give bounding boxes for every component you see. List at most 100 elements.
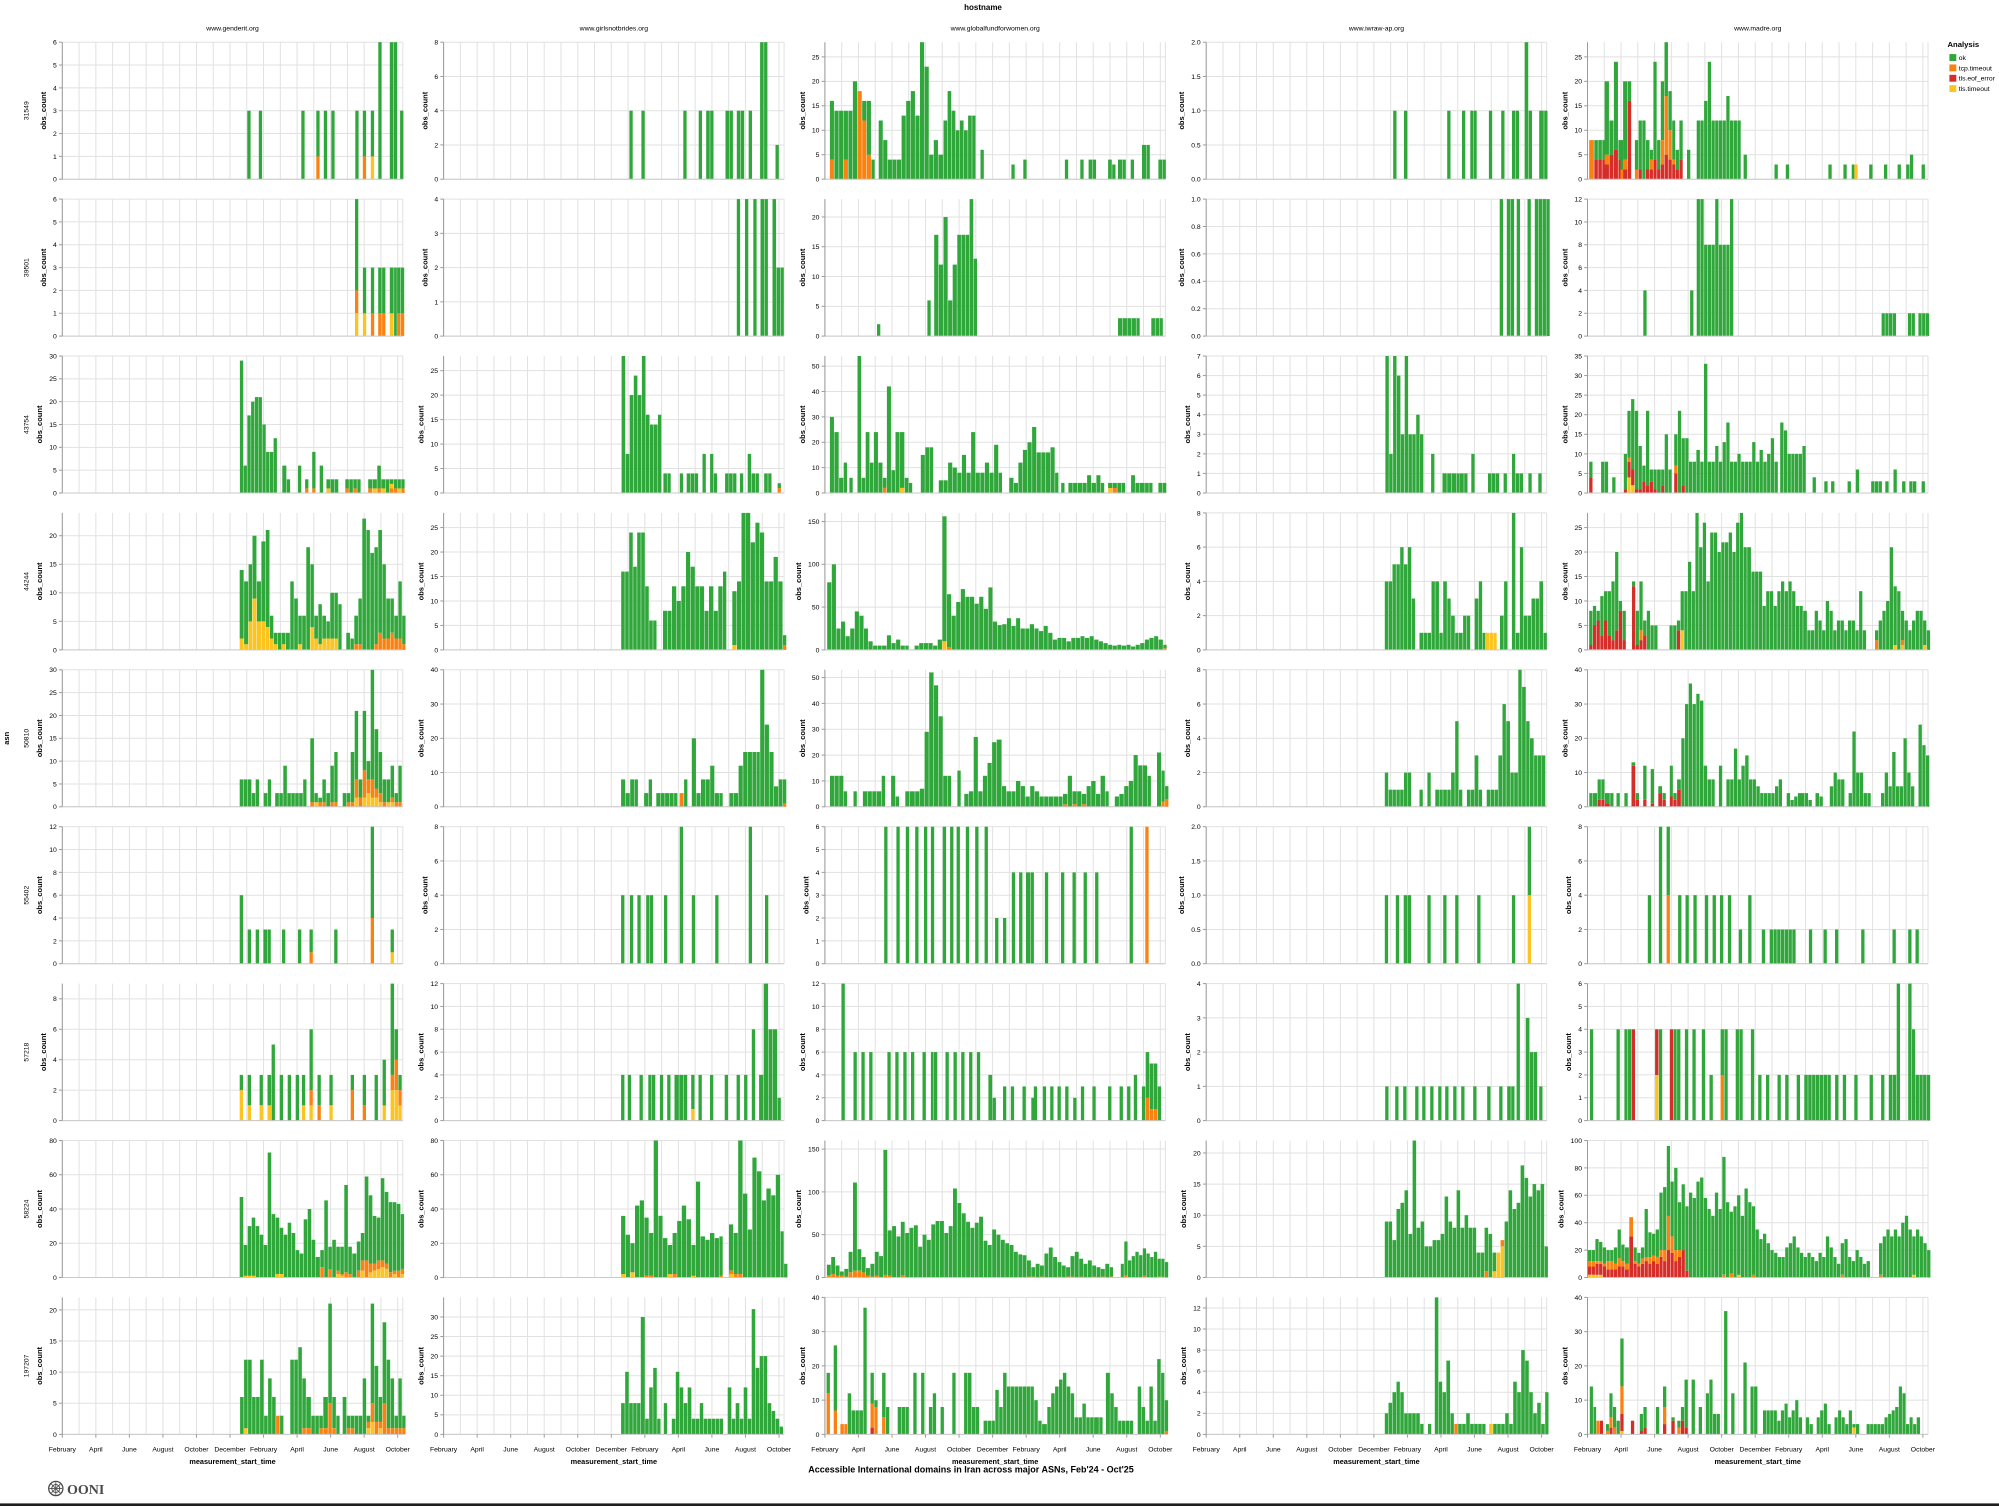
svg-text:obs_count: obs_count bbox=[417, 1190, 426, 1228]
svg-text:20: 20 bbox=[812, 214, 820, 221]
svg-text:5: 5 bbox=[53, 1401, 57, 1408]
svg-text:20: 20 bbox=[431, 549, 439, 556]
svg-text:8: 8 bbox=[1197, 510, 1201, 517]
svg-text:measurement_start_time: measurement_start_time bbox=[952, 1457, 1038, 1466]
svg-text:4: 4 bbox=[53, 1057, 57, 1064]
svg-text:10: 10 bbox=[812, 128, 820, 135]
svg-text:www.genderit.org: www.genderit.org bbox=[205, 26, 259, 33]
svg-text:April: April bbox=[1233, 1447, 1247, 1454]
svg-text:0: 0 bbox=[434, 1118, 438, 1125]
svg-text:10: 10 bbox=[431, 598, 439, 605]
svg-text:www.iwraw-ap.org: www.iwraw-ap.org bbox=[1348, 26, 1404, 33]
svg-text:June: June bbox=[885, 1447, 900, 1454]
svg-text:0: 0 bbox=[1578, 1275, 1582, 1282]
svg-text:10: 10 bbox=[812, 1398, 820, 1405]
svg-text:obs_count: obs_count bbox=[798, 1346, 807, 1384]
svg-text:6: 6 bbox=[1197, 1369, 1201, 1376]
svg-text:obs_count: obs_count bbox=[1560, 1346, 1569, 1384]
svg-text:obs_count: obs_count bbox=[798, 1033, 807, 1071]
svg-text:February: February bbox=[811, 1447, 839, 1454]
svg-text:100: 100 bbox=[808, 562, 820, 569]
svg-text:obs_count: obs_count bbox=[794, 562, 803, 600]
svg-text:20: 20 bbox=[1574, 549, 1582, 556]
svg-text:10: 10 bbox=[1574, 1398, 1582, 1405]
svg-text:February: February bbox=[1775, 1447, 1803, 1454]
svg-text:3: 3 bbox=[434, 231, 438, 238]
svg-text:4: 4 bbox=[816, 870, 820, 877]
svg-text:obs_count: obs_count bbox=[1560, 405, 1569, 443]
svg-text:0: 0 bbox=[53, 961, 57, 968]
svg-text:April: April bbox=[1614, 1447, 1628, 1454]
svg-text:5: 5 bbox=[1578, 623, 1582, 630]
svg-text:10: 10 bbox=[1193, 1213, 1201, 1220]
svg-text:20: 20 bbox=[431, 393, 439, 400]
svg-text:197207: 197207 bbox=[24, 1354, 31, 1377]
svg-text:10: 10 bbox=[1574, 219, 1582, 226]
svg-text:35: 35 bbox=[1574, 353, 1582, 360]
svg-text:30: 30 bbox=[1574, 373, 1582, 380]
svg-text:June: June bbox=[1266, 1447, 1281, 1454]
svg-text:50: 50 bbox=[812, 604, 820, 611]
svg-text:2: 2 bbox=[1578, 311, 1582, 318]
svg-text:10: 10 bbox=[812, 465, 820, 472]
svg-text:55402: 55402 bbox=[24, 886, 31, 905]
svg-text:obs_count: obs_count bbox=[417, 1033, 426, 1071]
svg-text:1: 1 bbox=[1197, 471, 1201, 478]
svg-text:2: 2 bbox=[434, 265, 438, 272]
svg-text:20: 20 bbox=[1574, 736, 1582, 743]
svg-text:October: October bbox=[184, 1447, 209, 1454]
svg-text:4: 4 bbox=[53, 242, 57, 249]
svg-text:5: 5 bbox=[1197, 393, 1201, 400]
svg-text:measurement_start_time: measurement_start_time bbox=[1715, 1457, 1801, 1466]
svg-text:20: 20 bbox=[812, 79, 820, 86]
svg-text:5: 5 bbox=[434, 466, 438, 473]
svg-text:obs_count: obs_count bbox=[35, 876, 44, 914]
svg-text:0: 0 bbox=[53, 490, 57, 497]
svg-text:5: 5 bbox=[1578, 152, 1582, 159]
svg-text:6: 6 bbox=[53, 197, 57, 204]
svg-text:50810: 50810 bbox=[24, 729, 31, 748]
svg-text:measurement_start_time: measurement_start_time bbox=[571, 1457, 657, 1466]
svg-text:1.5: 1.5 bbox=[1191, 74, 1201, 81]
svg-text:obs_count: obs_count bbox=[39, 91, 48, 129]
svg-text:31549: 31549 bbox=[24, 101, 31, 120]
svg-text:8: 8 bbox=[816, 1027, 820, 1034]
svg-text:15: 15 bbox=[1574, 432, 1582, 439]
svg-text:2: 2 bbox=[53, 1088, 57, 1095]
svg-text:0: 0 bbox=[1197, 1275, 1201, 1282]
svg-text:15: 15 bbox=[812, 103, 820, 110]
svg-text:3: 3 bbox=[816, 893, 820, 900]
svg-text:0: 0 bbox=[1197, 804, 1201, 811]
svg-text:25: 25 bbox=[1574, 525, 1582, 532]
svg-text:1: 1 bbox=[53, 154, 57, 161]
svg-text:5: 5 bbox=[53, 62, 57, 69]
svg-text:40: 40 bbox=[1574, 1295, 1582, 1302]
svg-text:April: April bbox=[1053, 1447, 1067, 1454]
svg-text:5: 5 bbox=[1197, 1244, 1201, 1251]
svg-text:12: 12 bbox=[812, 981, 820, 988]
svg-text:4: 4 bbox=[1197, 412, 1201, 419]
svg-text:2: 2 bbox=[53, 131, 57, 138]
svg-text:4: 4 bbox=[53, 915, 57, 922]
svg-text:obs_count: obs_count bbox=[798, 405, 807, 443]
svg-text:0: 0 bbox=[816, 804, 820, 811]
svg-text:12: 12 bbox=[431, 981, 439, 988]
svg-text:100: 100 bbox=[808, 1189, 820, 1196]
svg-text:measurement_start_time: measurement_start_time bbox=[1333, 1457, 1419, 1466]
svg-text:57218: 57218 bbox=[24, 1042, 31, 1061]
svg-text:30: 30 bbox=[49, 353, 57, 360]
svg-text:6: 6 bbox=[53, 1027, 57, 1034]
svg-text:25: 25 bbox=[49, 690, 57, 697]
svg-text:20: 20 bbox=[1574, 412, 1582, 419]
svg-text:0: 0 bbox=[1578, 804, 1582, 811]
svg-text:obs_count: obs_count bbox=[1177, 876, 1186, 914]
svg-text:0.6: 0.6 bbox=[1191, 251, 1201, 258]
svg-text:40: 40 bbox=[1574, 1220, 1582, 1227]
svg-text:2: 2 bbox=[1197, 1050, 1201, 1057]
svg-text:30: 30 bbox=[1574, 701, 1582, 708]
svg-text:58224: 58224 bbox=[24, 1199, 31, 1218]
svg-text:June: June bbox=[1467, 1447, 1482, 1454]
svg-text:12: 12 bbox=[49, 824, 57, 831]
svg-text:0: 0 bbox=[816, 961, 820, 968]
svg-text:obs_count: obs_count bbox=[39, 248, 48, 286]
